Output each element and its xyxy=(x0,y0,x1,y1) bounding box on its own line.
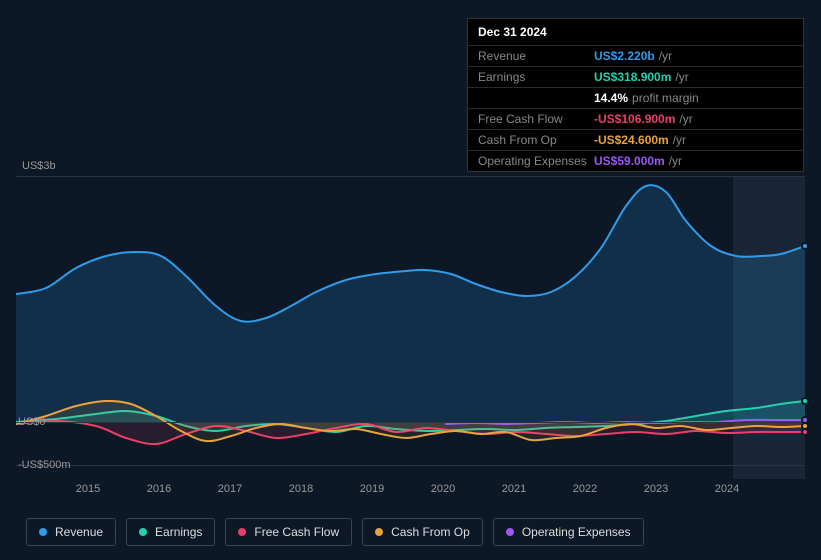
series-end-marker-earnings xyxy=(801,397,809,405)
legend-dot-icon xyxy=(39,528,47,536)
tooltip-panel: Dec 31 2024 RevenueUS$2.220b /yrEarnings… xyxy=(467,18,804,172)
x-axis-label: 2020 xyxy=(431,483,455,495)
tooltip-row-value: US$2.220b xyxy=(594,49,655,63)
tooltip-row-value: -US$24.600m xyxy=(594,133,669,147)
tooltip-row-value: -US$106.900m xyxy=(594,112,675,126)
tooltip-row-value: 14.4% xyxy=(594,91,628,105)
tooltip-row: Operating ExpensesUS$59.000m /yr xyxy=(468,150,803,171)
x-axis-label: 2017 xyxy=(218,483,242,495)
legend-label: Operating Expenses xyxy=(522,525,631,539)
x-axis-label: 2019 xyxy=(360,483,384,495)
x-axis-label: 2022 xyxy=(573,483,597,495)
tooltip-row-suffix: /yr xyxy=(669,154,682,168)
legend-dot-icon xyxy=(375,528,383,536)
tooltip-row: EarningsUS$318.900m /yr xyxy=(468,66,803,87)
legend-item[interactable]: Operating Expenses xyxy=(493,518,644,546)
legend-label: Earnings xyxy=(155,525,202,539)
legend-label: Cash From Op xyxy=(391,525,470,539)
x-axis-label: 2023 xyxy=(644,483,668,495)
tooltip-row-label: Operating Expenses xyxy=(478,154,594,168)
tooltip-row-value: US$59.000m xyxy=(594,154,665,168)
tooltip-row-label xyxy=(478,91,594,105)
legend-dot-icon xyxy=(139,528,147,536)
legend-item[interactable]: Cash From Op xyxy=(362,518,483,546)
tooltip-row-label: Free Cash Flow xyxy=(478,112,594,126)
legend-item[interactable]: Revenue xyxy=(26,518,116,546)
series-end-marker-operating_expenses xyxy=(801,416,809,424)
tooltip-row: Free Cash Flow-US$106.900m /yr xyxy=(468,108,803,129)
x-axis-label: 2024 xyxy=(715,483,739,495)
legend-label: Free Cash Flow xyxy=(254,525,339,539)
tooltip-row: 14.4% profit margin xyxy=(468,87,803,108)
y-axis-label-top: US$3b xyxy=(22,160,56,172)
tooltip-date: Dec 31 2024 xyxy=(468,19,803,45)
tooltip-row-suffix: /yr xyxy=(659,49,672,63)
x-axis-label: 2021 xyxy=(502,483,526,495)
tooltip-row-suffix: /yr xyxy=(675,70,688,84)
legend-item[interactable]: Earnings xyxy=(126,518,215,546)
gridline xyxy=(16,176,805,177)
tooltip-row-suffix: profit margin xyxy=(632,91,699,105)
chart-area[interactable]: 2015201620172018201920202021202220232024 xyxy=(16,176,805,479)
x-axis-label: 2016 xyxy=(147,483,171,495)
tooltip-row-label: Earnings xyxy=(478,70,594,84)
y-axis-label: -US$500m xyxy=(18,459,71,471)
legend-dot-icon xyxy=(238,528,246,536)
legend-dot-icon xyxy=(506,528,514,536)
legend: Revenue Earnings Free Cash Flow Cash From O… xyxy=(26,518,644,546)
tooltip-row-label: Revenue xyxy=(478,49,594,63)
legend-item[interactable]: Free Cash Flow xyxy=(225,518,352,546)
gridline xyxy=(16,422,805,423)
x-axis-label: 2015 xyxy=(76,483,100,495)
x-axis-label: 2018 xyxy=(289,483,313,495)
legend-label: Revenue xyxy=(55,525,103,539)
chart-svg xyxy=(16,176,805,479)
tooltip-row-suffix: /yr xyxy=(679,112,692,126)
tooltip-row-suffix: /yr xyxy=(673,133,686,147)
tooltip-row-value: US$318.900m xyxy=(594,70,671,84)
y-axis-label: US$0 xyxy=(18,416,46,428)
tooltip-row-label: Cash From Op xyxy=(478,133,594,147)
series-end-marker-revenue xyxy=(801,242,809,250)
gridline xyxy=(16,465,805,466)
tooltip-row: Cash From Op-US$24.600m /yr xyxy=(468,129,803,150)
tooltip-row: RevenueUS$2.220b /yr xyxy=(468,45,803,66)
